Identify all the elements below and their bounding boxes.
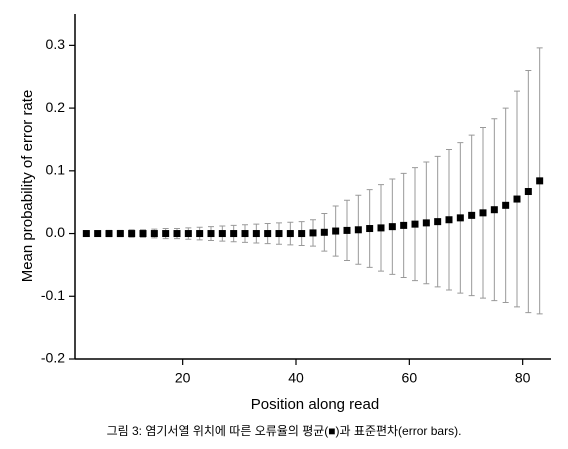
- marker: [264, 230, 272, 238]
- marker: [434, 218, 442, 226]
- caption: 그림 3: 염기서열 위치에 따른 오류율의 평균(■)과 표준편차(error…: [107, 424, 462, 438]
- marker: [422, 219, 430, 227]
- marker: [536, 177, 544, 185]
- marker: [82, 230, 90, 238]
- marker: [128, 230, 136, 238]
- marker: [173, 230, 181, 238]
- marker: [139, 230, 147, 238]
- marker: [105, 230, 113, 238]
- marker: [456, 214, 464, 222]
- marker: [490, 206, 498, 214]
- marker: [298, 230, 306, 238]
- marker: [116, 230, 124, 238]
- y-tick-label: 0.1: [46, 162, 66, 178]
- x-tick-label: 60: [402, 370, 418, 386]
- marker: [320, 228, 328, 236]
- marker: [366, 225, 374, 233]
- y-tick-label: -0.2: [41, 350, 65, 366]
- marker: [207, 230, 215, 238]
- marker: [150, 230, 158, 238]
- marker: [354, 226, 362, 234]
- marker: [400, 221, 408, 229]
- marker: [468, 211, 476, 219]
- marker: [252, 230, 260, 238]
- marker: [196, 230, 204, 238]
- x-axis-title: Position along read: [251, 396, 379, 413]
- marker: [332, 227, 340, 235]
- marker: [524, 188, 532, 196]
- y-tick-label: -0.1: [41, 287, 65, 303]
- y-tick-label: 0.0: [46, 224, 66, 240]
- x-tick-label: 20: [175, 370, 191, 386]
- marker: [343, 226, 351, 234]
- marker: [184, 230, 192, 238]
- marker: [411, 220, 419, 228]
- marker: [218, 230, 226, 238]
- marker: [241, 230, 249, 238]
- x-tick-label: 40: [288, 370, 304, 386]
- marker: [286, 230, 294, 238]
- y-tick-label: 0.2: [46, 99, 66, 115]
- marker: [94, 230, 102, 238]
- marker: [445, 216, 453, 224]
- marker: [230, 230, 238, 238]
- marker: [513, 195, 521, 203]
- x-tick-label: 80: [515, 370, 531, 386]
- marker: [479, 209, 487, 217]
- marker: [377, 224, 385, 232]
- y-tick-label: 0.3: [46, 36, 66, 52]
- marker: [388, 223, 396, 231]
- y-axis-title: Mean probability of error rate: [19, 90, 36, 283]
- marker: [275, 230, 283, 238]
- marker: [502, 201, 510, 209]
- marker: [309, 229, 317, 237]
- marker: [162, 230, 170, 238]
